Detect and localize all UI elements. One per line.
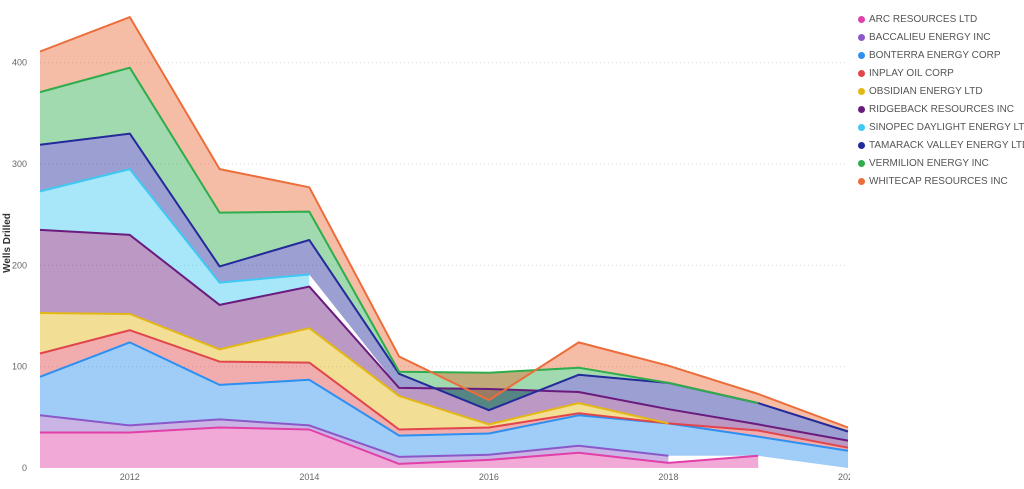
line-obsidian-energy-ltd [39,312,669,426]
line-ridgeback-resources-inc [39,228,849,442]
legend-item-ridgeback-resources-inc[interactable]: RIDGEBACK RESOURCES INC [858,100,1024,118]
legend-item-tamarack-valley-energy-ltd[interactable]: TAMARACK VALLEY ENERGY LTD [858,136,1024,154]
gridlines [40,62,848,368]
legend-label: BACCALIEU ENERGY INC [869,31,991,43]
legend-swatch-icon [858,51,865,59]
legend-item-inplay-oil-corp[interactable]: INPLAY OIL CORP [858,64,1024,82]
legend-label: VERMILION ENERGY INC [869,157,989,169]
legend-swatch-icon [858,159,865,167]
legend-swatch-icon [858,141,865,149]
stacked-area-chart: 0 100 200 300 400 2012 2014 2016 2018 2020 Wells… [2,16,850,482]
legend-label: ARC RESOURCES LTD [869,13,978,25]
line-bonterra-energy-corp [39,341,849,452]
legend-label: BONTERRA ENERGY CORP [869,49,1001,61]
legend-swatch-icon [858,69,865,77]
legend-label: OBSIDIAN ENERGY LTD [869,85,983,97]
legend-swatch-icon [858,177,865,185]
x-tick-label: 2014 [299,472,319,482]
x-tick-label: 2012 [120,472,140,482]
legend-item-vermilion-energy-inc[interactable]: VERMILION ENERGY INC [858,154,1024,172]
series-lines-group [39,16,849,465]
y-tick-label: 400 [12,58,27,68]
legend: ARC RESOURCES LTD BACCALIEU ENERGY INC BON… [858,10,1024,190]
legend-label: WHITECAP RESOURCES INC [869,175,1008,187]
legend-swatch-icon [858,105,865,113]
line-inplay-oil-corp [39,329,849,449]
area-series-group [40,17,848,468]
area-ridgeback-resources-inc [40,229,848,448]
legend-label: INPLAY OIL CORP [869,67,954,79]
area-tamarack-valley-energy-ltd [40,133,848,441]
y-tick-label: 200 [12,260,27,270]
legend-item-whitecap-resources-inc[interactable]: WHITECAP RESOURCES INC [858,172,1024,190]
line-arc-resources-ltd [40,426,759,465]
area-bonterra-energy-corp [40,342,848,468]
legend-item-obsidian-energy-ltd[interactable]: OBSIDIAN ENERGY LTD [858,82,1024,100]
legend-item-arc-resources-ltd[interactable]: ARC RESOURCES LTD [858,10,1024,28]
y-tick-label: 0 [22,463,27,473]
legend-swatch-icon [858,87,865,95]
legend-item-sinopec-daylight-energy-ltd[interactable]: SINOPEC DAYLIGHT ENERGY LTD [858,118,1024,136]
legend-swatch-icon [858,123,865,131]
x-axis-ticks: 2012 2014 2016 2018 2020 [120,472,850,482]
legend-swatch-icon [858,33,865,41]
area-arc-resources-ltd [40,427,759,468]
area-vermilion-energy-inc [40,67,759,411]
legend-label: SINOPEC DAYLIGHT ENERGY LTD [869,121,1024,133]
area-whitecap-resources-inc [40,17,848,432]
legend-label: RIDGEBACK RESOURCES INC [869,103,1015,115]
x-tick-label: 2018 [658,472,678,482]
y-axis-title: Wells Drilled [2,213,13,273]
legend-label: TAMARACK VALLEY ENERGY LTD [869,139,1024,151]
legend-item-bonterra-energy-corp[interactable]: BONTERRA ENERGY CORP [858,46,1024,64]
area-baccalieu-energy-inc [40,415,669,464]
line-sinopec-daylight-energy-ltd [39,168,310,284]
area-inplay-oil-corp [40,330,848,451]
line-whitecap-resources-inc [39,16,849,429]
y-tick-label: 100 [12,362,27,372]
y-axis-ticks: 0 100 200 300 400 [12,58,27,473]
line-baccalieu-energy-inc [39,414,669,458]
area-sinopec-daylight-energy-ltd [40,169,310,305]
legend-swatch-icon [858,15,865,23]
line-vermilion-energy-inc [39,66,759,405]
x-tick-label: 2020 [838,472,850,482]
x-tick-label: 2016 [479,472,499,482]
legend-item-baccalieu-energy-inc[interactable]: BACCALIEU ENERGY INC [858,28,1024,46]
area-obsidian-energy-ltd [40,313,669,430]
y-tick-label: 300 [12,159,27,169]
